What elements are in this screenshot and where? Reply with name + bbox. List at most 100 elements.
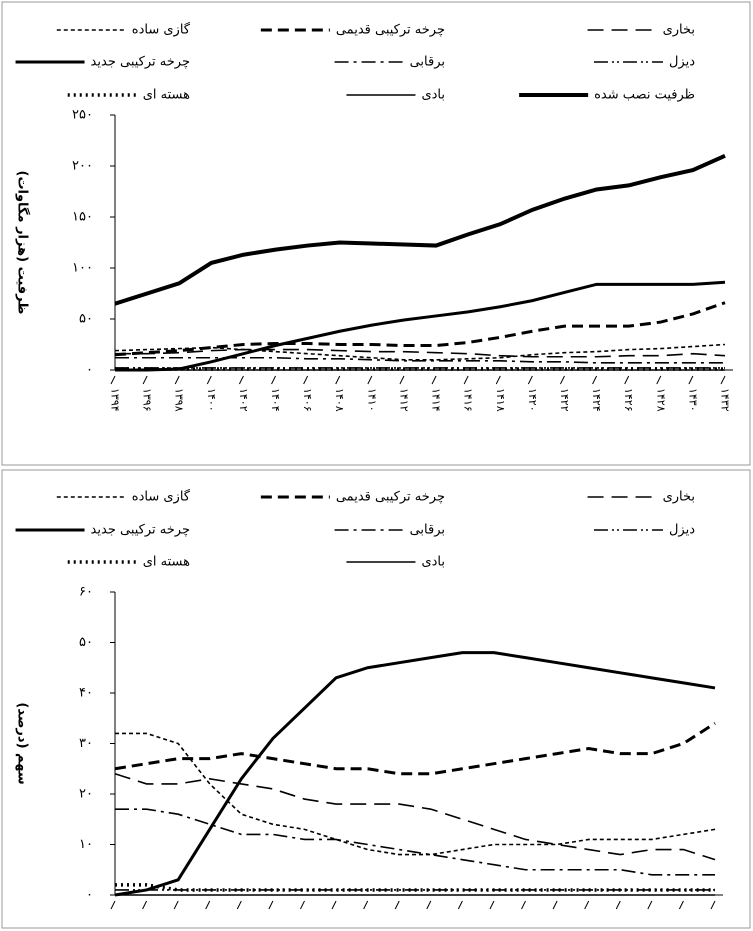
series-line — [114, 773, 716, 861]
y-tick-label: ۲۰۰ — [72, 159, 93, 174]
x-tick — [206, 375, 212, 385]
x-tick-label: ۱۴۰۶ — [301, 388, 314, 412]
x-tick-label: ۱۴۲۸ — [654, 388, 667, 412]
legend-label: ظرفیت نصب شده — [594, 88, 695, 103]
x-tick-label: ۱۴۲۲ — [558, 388, 571, 412]
x-tick-label: ۱۴۲۴ — [590, 388, 603, 412]
y-tick-label: ۰ — [86, 363, 93, 378]
x-tick — [367, 375, 373, 385]
x-tick — [174, 375, 180, 385]
x-tick-label: ۱۴۲۰ — [526, 388, 539, 412]
legend-label: گازی ساده — [132, 22, 191, 38]
x-tick — [300, 900, 305, 910]
x-tick — [238, 375, 244, 385]
legend-label: بادی — [421, 88, 445, 103]
legend-label: بادی — [421, 555, 445, 570]
y-axis-label: ظرفیت (هزار مگاوات) — [15, 171, 31, 315]
x-tick — [495, 375, 501, 385]
x-tick-label: ۱۴۱۶ — [462, 388, 475, 412]
x-tick-label: ۱۳۹۶ — [141, 388, 154, 412]
legend-label: چرخه ترکیبی جدید — [91, 523, 190, 538]
series-line — [114, 722, 716, 776]
x-tick — [331, 900, 337, 910]
legend-label: بخاری — [663, 490, 695, 505]
x-tick — [463, 375, 469, 385]
series-line — [115, 808, 715, 876]
x-tick — [431, 375, 437, 385]
x-tick — [142, 900, 148, 910]
legend-label: دیزل — [669, 523, 695, 538]
x-tick — [552, 900, 558, 910]
x-tick-label: ۱۴۱۲ — [397, 388, 410, 412]
y-tick-label: ۱۵۰ — [72, 210, 93, 225]
x-tick — [110, 375, 116, 385]
x-tick — [457, 900, 463, 910]
series-line — [115, 732, 716, 856]
x-tick-label: ۱۴۳۲ — [719, 388, 732, 412]
y-tick-label: ۴۰ — [79, 686, 93, 701]
series-line — [114, 343, 726, 361]
x-tick-label: ۱۴۱۸ — [494, 388, 507, 412]
x-tick — [268, 900, 274, 910]
legend-label: چرخه ترکیبی قدیمی — [336, 490, 445, 505]
legend-label: برقابی — [410, 55, 445, 70]
x-tick-label: ۱۳۹۴ — [109, 388, 122, 412]
x-tick — [560, 375, 565, 385]
x-tick — [656, 375, 662, 385]
x-tick — [426, 900, 432, 910]
x-tick-label: ۱۴۱۰ — [365, 388, 378, 412]
x-tick — [710, 900, 716, 910]
x-tick — [521, 900, 526, 910]
series-line — [114, 651, 716, 897]
x-tick — [399, 375, 405, 385]
legend-label: بخاری — [663, 23, 695, 38]
series-line — [115, 348, 726, 358]
x-tick — [205, 900, 211, 910]
x-tick-label: ۱۳۹۸ — [173, 388, 186, 412]
x-tick — [394, 900, 400, 910]
x-tick — [489, 900, 495, 910]
legend-label: گازی ساده — [132, 489, 191, 505]
legend-label: چرخه ترکیبی جدید — [91, 55, 190, 70]
x-tick — [624, 375, 630, 385]
legend-label: دیزل — [669, 55, 695, 70]
series-line — [115, 883, 715, 892]
x-tick — [236, 900, 242, 910]
x-tick — [110, 900, 116, 910]
x-tick-label: ۱۴۰۰ — [205, 388, 218, 412]
x-tick — [647, 900, 653, 910]
legend-label: برقابی — [410, 523, 445, 538]
y-tick-label: ۲۰ — [79, 787, 93, 802]
x-tick — [678, 900, 684, 910]
y-tick-label: ۶۰ — [79, 585, 93, 600]
x-tick — [271, 375, 276, 385]
x-tick — [527, 375, 533, 385]
x-tick — [584, 900, 590, 910]
x-tick-label: ۱۴۲۶ — [622, 388, 635, 412]
x-tick — [335, 375, 341, 385]
chart-frame — [1, 469, 751, 929]
legend-label: هسته ای — [143, 88, 190, 103]
y-tick-label: ۵۰ — [79, 635, 93, 650]
x-tick — [688, 375, 694, 385]
x-tick-label: ۱۴۰۲ — [237, 388, 250, 412]
y-tick-label: ۱۰ — [79, 837, 93, 852]
legend-label: چرخه ترکیبی قدیمی — [336, 23, 445, 38]
y-tick-label: ۳۰ — [79, 736, 93, 751]
series-line — [115, 280, 726, 372]
series-line — [114, 301, 726, 357]
series-line — [114, 153, 726, 306]
x-tick — [173, 900, 179, 910]
x-tick-label: ۱۴۳۰ — [686, 388, 699, 412]
x-tick-label: ۱۴۰۸ — [333, 388, 346, 412]
y-tick-label: ۲۵۰ — [72, 108, 93, 123]
x-tick — [592, 375, 598, 385]
x-tick — [363, 900, 369, 910]
x-tick-label: ۱۴۰۴ — [269, 388, 282, 412]
y-tick-label: ۰ — [86, 888, 93, 903]
x-tick — [303, 375, 309, 385]
x-tick — [615, 900, 621, 910]
y-tick-label: ۱۰۰ — [72, 261, 93, 276]
